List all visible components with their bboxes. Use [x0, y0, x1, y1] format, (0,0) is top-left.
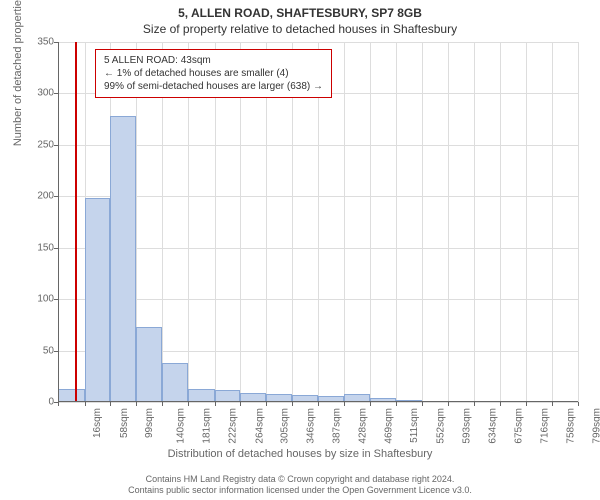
x-axis-label: Distribution of detached houses by size … — [0, 448, 600, 460]
x-tick-mark — [526, 402, 527, 406]
x-tick-mark — [215, 402, 216, 406]
x-tick-label: 264sqm — [254, 408, 265, 444]
x-tick-label: 799sqm — [592, 408, 600, 444]
annotation-line-1: 5 ALLEN ROAD: 43sqm — [104, 54, 323, 67]
grid-line-v — [448, 42, 449, 402]
grid-line-v — [422, 42, 423, 402]
x-tick-mark — [344, 402, 345, 406]
x-tick-label: 140sqm — [176, 408, 187, 444]
x-tick-mark — [188, 402, 189, 406]
y-tick-label: 300 — [24, 88, 54, 99]
x-axis-line — [58, 401, 578, 402]
x-tick-mark — [578, 402, 579, 406]
x-tick-mark — [318, 402, 319, 406]
y-axis-label: Number of detached properties — [12, 0, 24, 146]
grid-line-v — [500, 42, 501, 402]
annotation-box: 5 ALLEN ROAD: 43sqm ← 1% of detached hou… — [95, 49, 332, 98]
x-tick-mark — [136, 402, 137, 406]
annotation-line-2: ← 1% of detached houses are smaller (4) — [104, 67, 323, 80]
x-tick-mark — [240, 402, 241, 406]
footer-line-2: Contains public sector information licen… — [0, 485, 600, 496]
grid-line-v — [344, 42, 345, 402]
y-tick-label: 50 — [24, 345, 54, 356]
x-tick-label: 593sqm — [462, 408, 473, 444]
grid-line-v — [396, 42, 397, 402]
x-tick-mark — [552, 402, 553, 406]
x-tick-label: 716sqm — [539, 408, 550, 444]
x-tick-label: 387sqm — [332, 408, 343, 444]
x-tick-mark — [162, 402, 163, 406]
x-tick-mark — [500, 402, 501, 406]
y-tick-label: 150 — [24, 242, 54, 253]
x-tick-mark — [448, 402, 449, 406]
x-tick-mark — [110, 402, 111, 406]
x-tick-mark — [58, 402, 59, 406]
grid-line-v — [578, 42, 579, 402]
x-tick-mark — [396, 402, 397, 406]
x-tick-label: 634sqm — [488, 408, 499, 444]
y-axis-line — [58, 42, 59, 402]
histogram-bar — [188, 389, 215, 402]
property-marker-line — [75, 42, 77, 402]
y-tick-label: 250 — [24, 139, 54, 150]
x-tick-label: 58sqm — [119, 408, 130, 438]
x-tick-label: 346sqm — [306, 408, 317, 444]
x-tick-label: 181sqm — [202, 408, 213, 444]
histogram-bar — [136, 327, 162, 402]
x-tick-label: 222sqm — [228, 408, 239, 444]
x-tick-label: 758sqm — [566, 408, 577, 444]
x-tick-label: 675sqm — [513, 408, 524, 444]
x-tick-mark — [370, 402, 371, 406]
histogram-bar — [162, 363, 188, 402]
x-tick-mark — [474, 402, 475, 406]
y-tick-label: 100 — [24, 294, 54, 305]
y-tick-label: 0 — [24, 397, 54, 408]
footer-line-1: Contains HM Land Registry data © Crown c… — [0, 474, 600, 485]
annotation-line-3: 99% of semi-detached houses are larger (… — [104, 80, 323, 93]
grid-line-v — [526, 42, 527, 402]
x-tick-label: 428sqm — [358, 408, 369, 444]
grid-line-v — [370, 42, 371, 402]
y-tick-label: 350 — [24, 37, 54, 48]
histogram-bar — [85, 198, 111, 402]
x-tick-label: 552sqm — [436, 408, 447, 444]
chart-title-sub: Size of property relative to detached ho… — [0, 20, 600, 40]
x-tick-label: 469sqm — [383, 408, 394, 444]
x-tick-label: 305sqm — [280, 408, 291, 444]
grid-line-v — [552, 42, 553, 402]
grid-line-v — [474, 42, 475, 402]
x-tick-mark — [292, 402, 293, 406]
x-tick-mark — [85, 402, 86, 406]
histogram-bar — [110, 116, 136, 402]
footer-attribution: Contains HM Land Registry data © Crown c… — [0, 474, 600, 496]
x-tick-label: 99sqm — [144, 408, 155, 438]
y-tick-label: 200 — [24, 191, 54, 202]
x-tick-mark — [422, 402, 423, 406]
x-tick-label: 16sqm — [92, 408, 103, 438]
x-tick-mark — [266, 402, 267, 406]
x-tick-label: 511sqm — [409, 408, 420, 443]
chart-title-main: 5, ALLEN ROAD, SHAFTESBURY, SP7 8GB — [0, 0, 600, 20]
histogram-bar — [58, 389, 85, 402]
